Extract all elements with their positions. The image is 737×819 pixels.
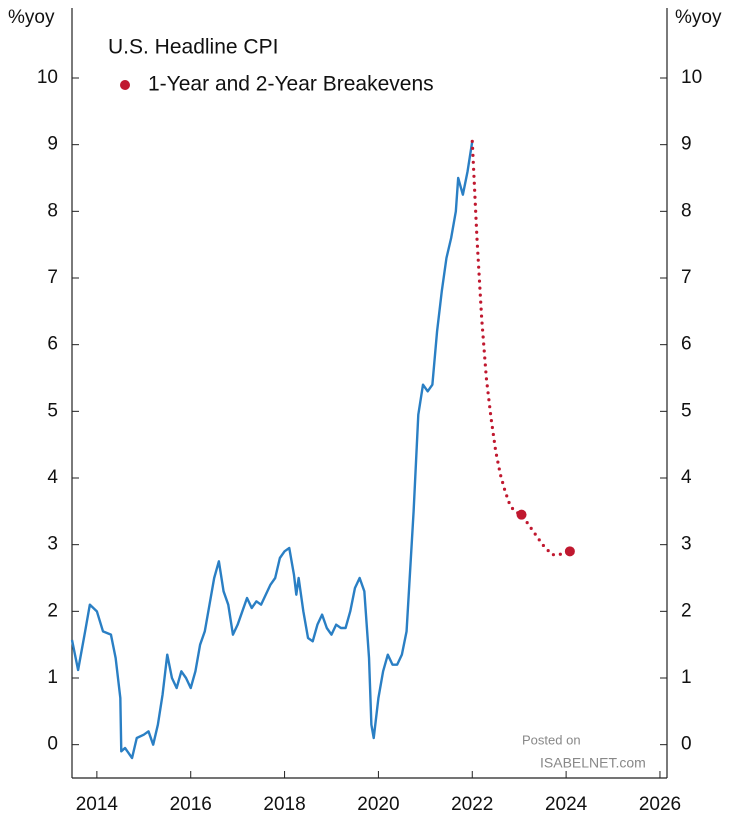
y-tick-label: 8 (47, 200, 58, 221)
y2-tick-label: 5 (681, 400, 692, 421)
series-line (70, 141, 474, 760)
legend-label: 1-Year and 2-Year Breakevens (148, 73, 434, 96)
x-tick-label: 2020 (357, 794, 399, 815)
watermark: ISABELNET.com (540, 755, 646, 771)
x-tick-label: 2018 (263, 794, 305, 815)
y2-tick-label: 0 (681, 734, 692, 755)
y-tick-label: 9 (47, 134, 58, 155)
y2-tick-label: 7 (681, 267, 692, 288)
y-tick-label: 2 (47, 600, 58, 621)
marker (564, 546, 575, 557)
series-line (470, 139, 572, 557)
y2-tick-label: 6 (681, 334, 692, 355)
y2-tick-label: 4 (681, 467, 692, 488)
legend-marker (120, 80, 130, 90)
y2-tick-label: 1 (681, 667, 692, 688)
y-tick-label: 6 (47, 334, 58, 355)
y-tick-label: 0 (47, 734, 58, 755)
x-tick-label: 2022 (451, 794, 493, 815)
y2-tick-label: 9 (681, 134, 692, 155)
y2-tick-label: 8 (681, 200, 692, 221)
x-tick-label: 2014 (76, 794, 119, 815)
y-tick-label: 5 (47, 400, 58, 421)
y-tick-label: 10 (37, 67, 58, 88)
marker (516, 509, 527, 520)
y-tick-label: 1 (47, 667, 58, 688)
y-axis-label: %yoy (8, 7, 55, 28)
x-tick-label: 2024 (545, 794, 588, 815)
y2-tick-label: 10 (681, 67, 702, 88)
y2-tick-label: 2 (681, 600, 692, 621)
x-tick-label: 2026 (639, 794, 681, 815)
x-tick-label: 2016 (170, 794, 212, 815)
y-tick-label: 4 (47, 467, 58, 488)
y-tick-label: 7 (47, 267, 58, 288)
y2-axis-label: %yoy (675, 7, 722, 28)
y-tick-label: 3 (47, 534, 58, 555)
y2-tick-label: 3 (681, 534, 692, 555)
watermark: Posted on (522, 732, 581, 747)
chart-title: U.S. Headline CPI (108, 36, 278, 59)
